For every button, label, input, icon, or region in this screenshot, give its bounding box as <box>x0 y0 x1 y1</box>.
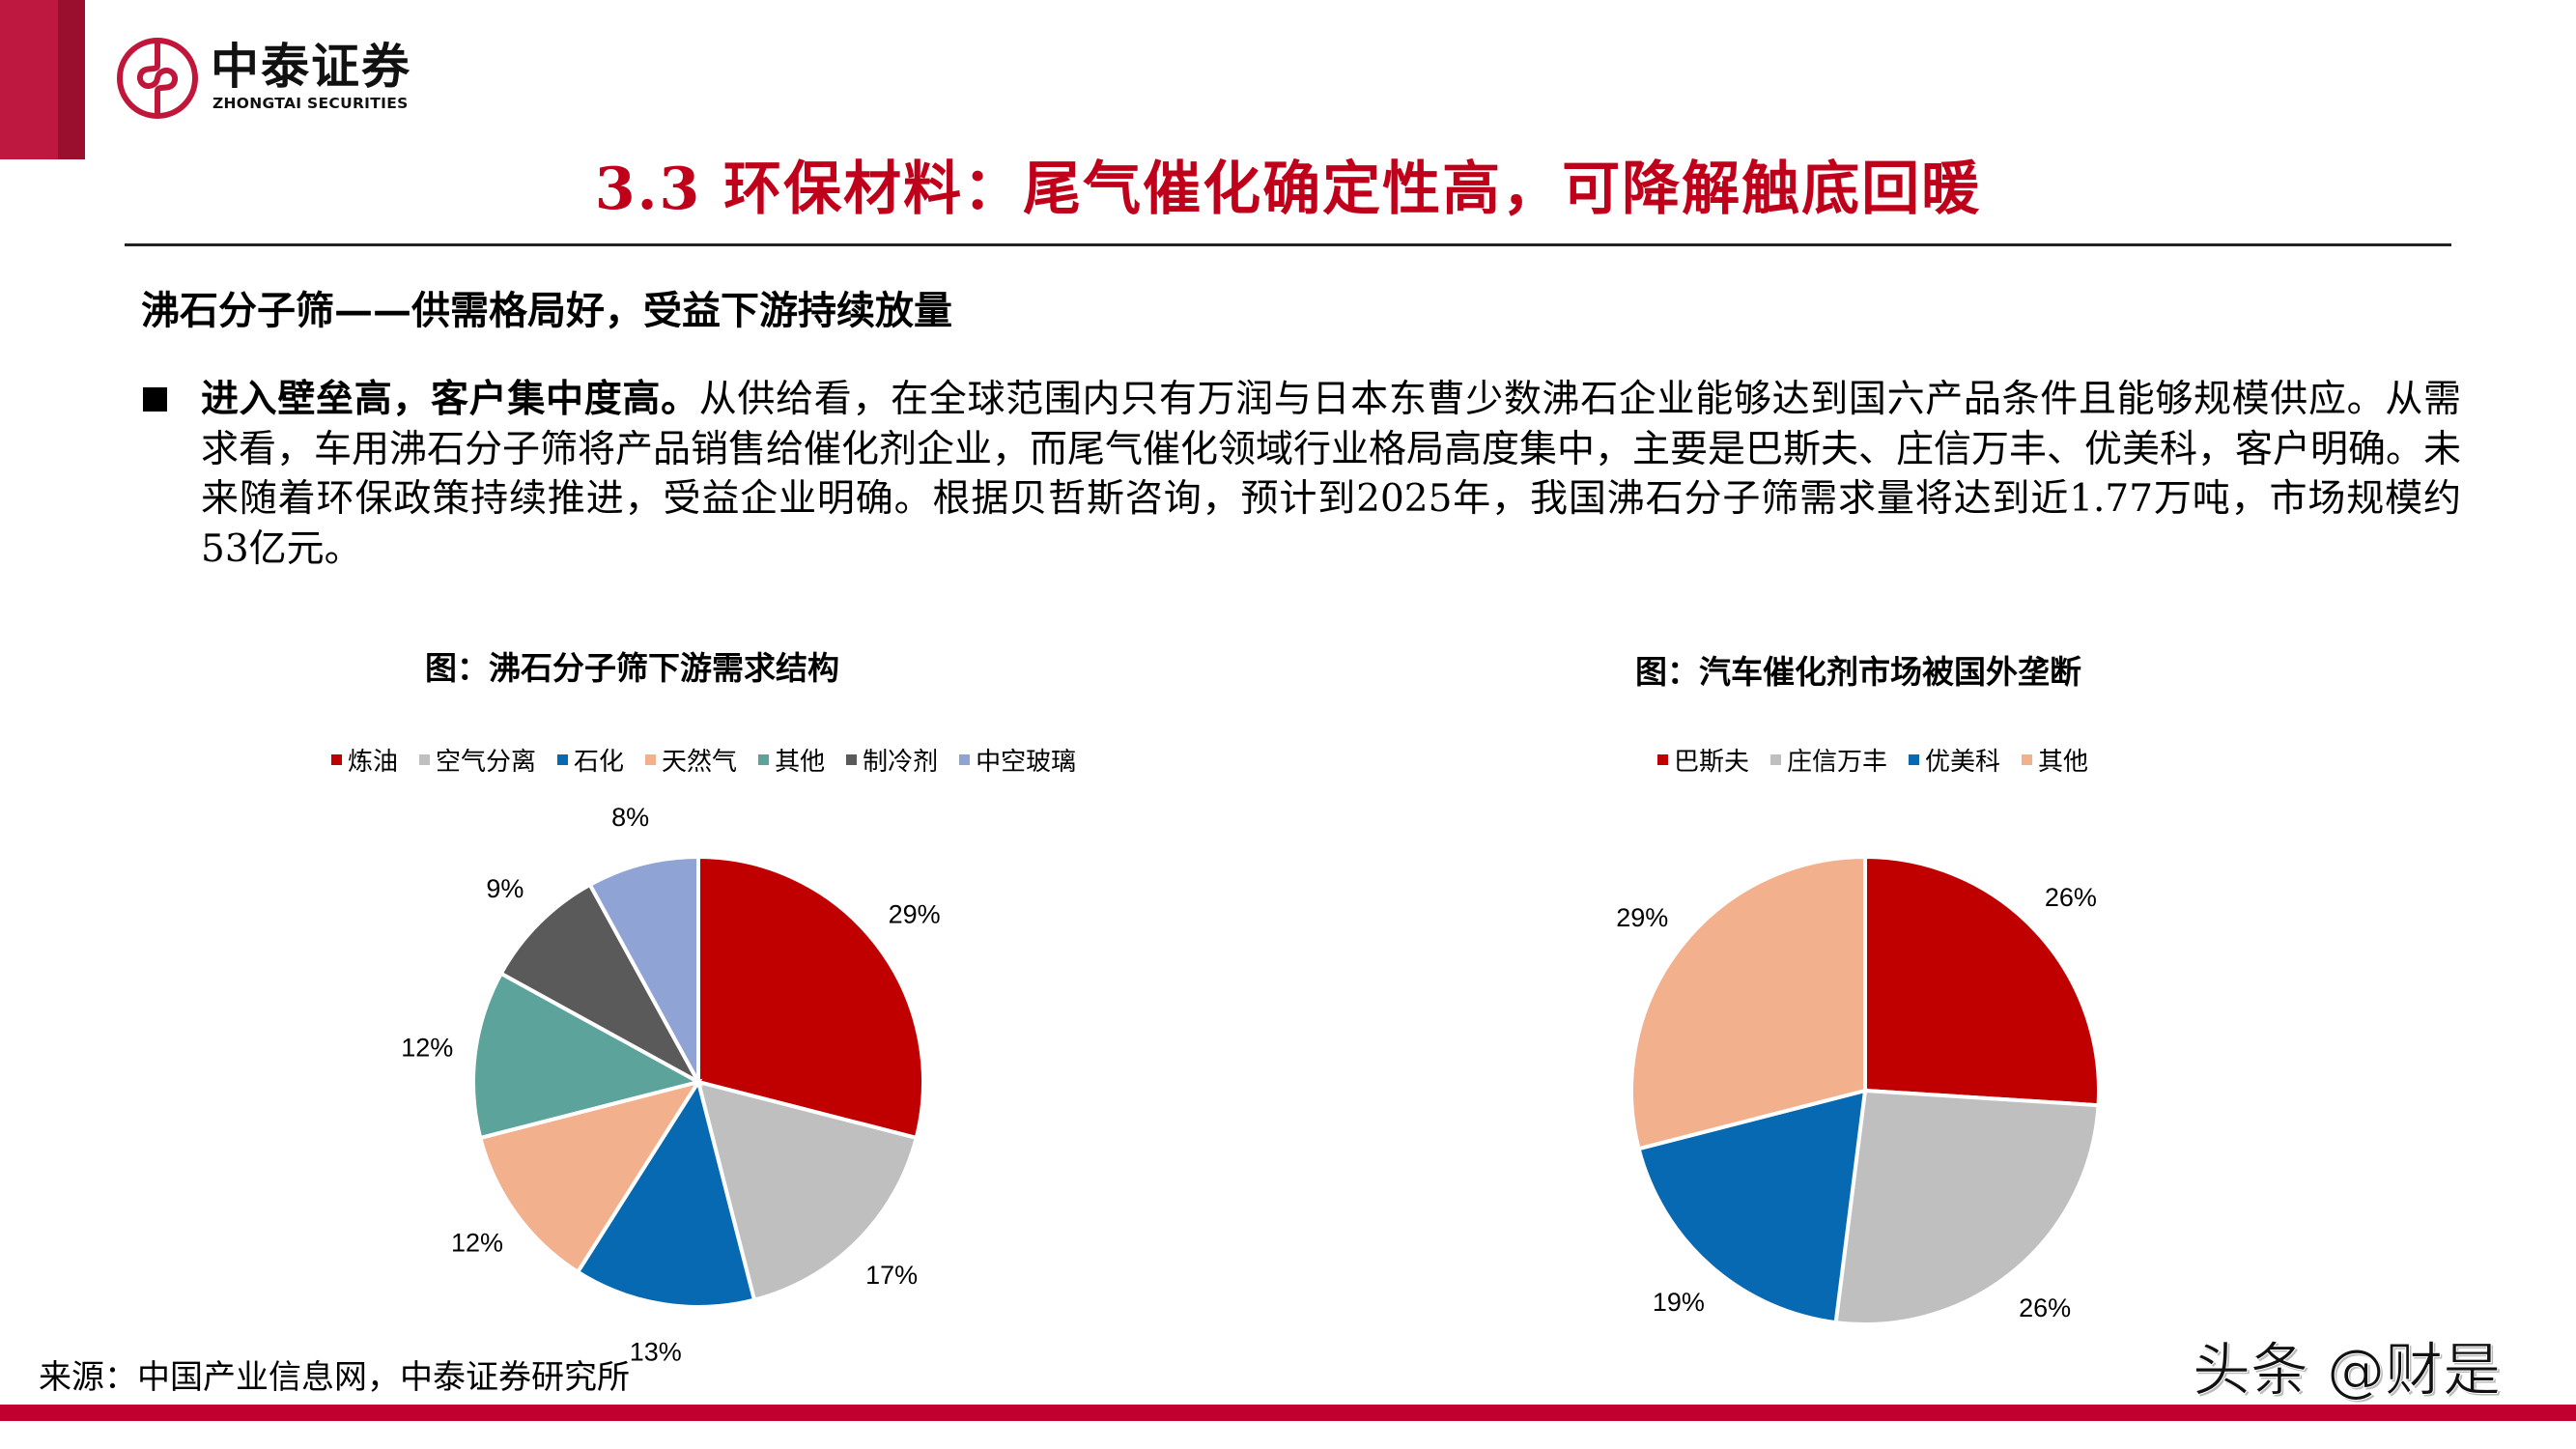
pie-data-label: 26% <box>2045 883 2097 912</box>
pie-slice <box>477 1078 703 1275</box>
legend-item: 巴斯夫 <box>1657 742 1749 778</box>
pie-data-label: 19% <box>1653 1288 1705 1317</box>
legend-swatch-icon <box>959 754 971 765</box>
pie-data-label: 26% <box>2019 1293 2071 1322</box>
pie-slice <box>498 882 704 1088</box>
legend-label: 炼油 <box>348 748 399 777</box>
section-subtitle: 沸石分子筛——供需格局好，受益下游持续放量 <box>141 288 952 333</box>
legend-label: 空气分离 <box>436 748 537 777</box>
legend-item: 天然气 <box>645 742 737 778</box>
pie-data-label: 9% <box>486 874 524 903</box>
legend-item: 优美科 <box>1909 742 2000 778</box>
pie-data-label: 12% <box>401 1034 453 1063</box>
pie-slice <box>471 971 704 1141</box>
zhongtai-logo-icon <box>117 38 198 119</box>
pie-slice <box>696 854 925 1141</box>
chart-legend-catalyst: 巴斯夫 庄信万丰 优美科 其他 <box>1657 742 2088 778</box>
legend-swatch-icon <box>331 754 342 765</box>
legend-item: 其他 <box>2022 742 2088 778</box>
brand-name-en: ZHONGTAI SECURITIES <box>212 95 409 112</box>
page-title: 3.3 环保材料：尾气催化确定性高，可降解触底回暖 <box>594 156 1982 223</box>
legend-swatch-icon <box>1909 754 1920 765</box>
bullet-lead: 进入壁垒高，客户集中度高。 <box>201 377 699 421</box>
legend-swatch-icon <box>419 754 431 765</box>
chart-legend-demand: 炼油 空气分离 石化 天然气 其他 制冷剂 中空玻璃 <box>331 742 1076 778</box>
pie-slice <box>1636 1088 1868 1325</box>
legend-swatch-icon <box>1770 754 1782 765</box>
legend-item: 其他 <box>758 742 825 778</box>
chart-title-demand-structure: 图：沸石分子筛下游需求结构 <box>425 649 839 687</box>
pie-data-label: 8% <box>611 803 649 832</box>
legend-swatch-icon <box>1657 754 1668 765</box>
legend-item: 空气分离 <box>419 742 536 778</box>
watermark: 头条 @财是 <box>2192 1337 2502 1406</box>
legend-swatch-icon <box>2022 754 2033 765</box>
legend-label: 庄信万丰 <box>1787 748 1888 777</box>
bullet-text: 从供给看，在全球范围内只有万润与日本东曹少数沸石企业能够达到国六产品条件且能够规… <box>201 378 2462 571</box>
legend-label: 天然气 <box>662 748 738 777</box>
pie-data-label: 17% <box>865 1261 918 1290</box>
legend-item: 制冷剂 <box>846 742 938 778</box>
legend-item: 石化 <box>557 742 624 778</box>
pie-data-label: 29% <box>1616 903 1668 932</box>
pie-data-label: 12% <box>451 1228 503 1257</box>
bullet-square-icon <box>143 387 167 412</box>
legend-label: 石化 <box>574 748 625 777</box>
brand-bar-shade <box>58 0 85 159</box>
legend-label: 中空玻璃 <box>976 748 1077 777</box>
source-note: 来源：中国产业信息网，中泰证券研究所 <box>39 1358 630 1397</box>
legend-item: 炼油 <box>331 742 398 778</box>
legend-swatch-icon <box>557 754 569 765</box>
legend-swatch-icon <box>846 754 858 765</box>
legend-label: 制冷剂 <box>863 748 939 777</box>
brand-name-cn: 中泰证券 <box>211 39 411 95</box>
legend-swatch-icon <box>758 754 770 765</box>
chart-title-catalyst-market: 图：汽车催化剂市场被国外垄断 <box>1635 653 2081 691</box>
legend-item: 庄信万丰 <box>1770 742 1887 778</box>
pie-slice <box>695 1079 920 1303</box>
pie-data-label: 13% <box>630 1338 682 1367</box>
legend-label: 巴斯夫 <box>1674 748 1750 777</box>
pie-data-label: 29% <box>889 900 941 929</box>
title-divider <box>125 243 2451 246</box>
bullet-paragraph: 进入壁垒高，客户集中度高。从供给看，在全球范围内只有万润与日本东曹少数沸石企业能… <box>201 375 2461 574</box>
legend-swatch-icon <box>645 754 657 765</box>
legend-label: 其他 <box>2038 748 2089 777</box>
legend-label: 优美科 <box>1925 748 2001 777</box>
pie-slice <box>1863 854 2101 1108</box>
pie-slice <box>1629 854 1867 1151</box>
footer-bar <box>0 1405 2576 1421</box>
pie-slice <box>575 1077 757 1309</box>
pie-slice <box>1833 1088 2101 1326</box>
brand-bar <box>0 0 58 159</box>
legend-label: 其他 <box>775 748 826 777</box>
pie-slice <box>587 854 700 1083</box>
legend-item: 中空玻璃 <box>959 742 1076 778</box>
